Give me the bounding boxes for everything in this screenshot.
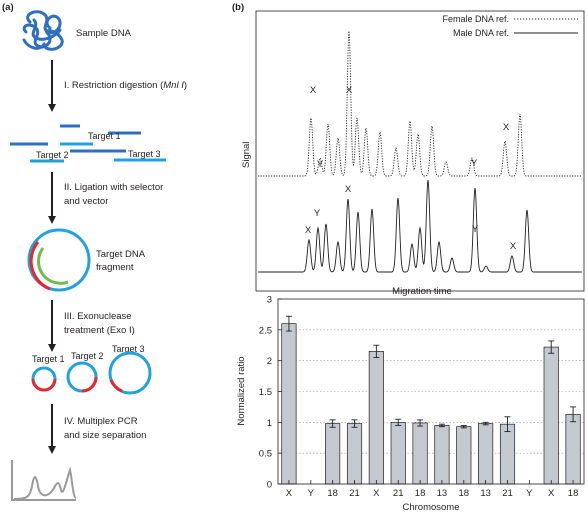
x-tick-label: 18 [568, 488, 579, 499]
female-peak-label: X [310, 85, 317, 96]
bar [565, 413, 581, 485]
step4-label-line2: and size separation [64, 430, 146, 441]
female-peak-label: Y [317, 159, 324, 170]
bar [346, 423, 363, 485]
sample-dna-icon [22, 10, 64, 51]
sample-dna-label: Sample DNA [76, 28, 132, 39]
bars [281, 315, 581, 485]
y-tick-label: 1.5 [259, 387, 272, 398]
bar [390, 421, 406, 485]
male-peak-label: X [510, 241, 517, 252]
bar [412, 422, 428, 485]
x-axis-label: Chromosome [402, 502, 459, 511]
bar [543, 346, 559, 485]
circle-target-2-label: Target 2 [71, 351, 104, 361]
step1-label: I. Restriction digestion (Mnl I) [64, 80, 187, 91]
x-tick-label: 18 [458, 488, 469, 499]
male-peak-label: Y [314, 208, 321, 219]
x-tick-label: 13 [480, 488, 491, 499]
step3-label-line2: treatment (Exo I) [64, 325, 135, 336]
circle-label-line1: Target DNA [96, 249, 146, 260]
y-tick-label: 3 [267, 295, 272, 306]
male-peak-label: Y [472, 224, 479, 235]
panel-b: (b) Signal Female DNA ref. Male DNA ref.… [232, 2, 585, 292]
normalized-ratio-bar-chart: Migration time 0 0.5 1 1.5 2 2.5 3 X Y 18 21 X 21 18… [236, 286, 585, 513]
x-tick-label: Y [308, 488, 315, 499]
y-tick-label: 0.5 [259, 449, 272, 460]
y-gridlines [278, 329, 584, 454]
y-axis-ticks: 0 0.5 1 1.5 2 2.5 3 [259, 295, 282, 491]
signal-axis-label: Signal [241, 142, 252, 168]
x-tick-label: Y [526, 488, 533, 499]
circularized-targets-icon [31, 351, 152, 395]
bar [434, 425, 450, 485]
step2-label-line1: II. Ligation with selector [64, 182, 163, 193]
bar [456, 426, 472, 485]
target-circle-icon [27, 228, 91, 292]
female-peak-label: X [503, 122, 510, 133]
circle-target-3-label: Target 3 [112, 344, 145, 354]
bar [325, 423, 341, 485]
bar [281, 323, 297, 485]
y-tick-label: 0 [267, 480, 272, 491]
panel-a: (a) Sample DNA I. Restriction digestion … [2, 2, 187, 501]
chart-title: Migration time [392, 286, 452, 297]
x-axis-ticks: X Y 18 21 X 21 18 13 18 13 21 Y X 18 [286, 480, 579, 499]
target-2-label: Target 2 [36, 150, 69, 160]
female-peak-label: Y [471, 158, 478, 169]
legend-male-label: Male DNA ref. [453, 28, 509, 38]
circle-target-1-label: Target 1 [32, 354, 65, 364]
dna-fragments [10, 124, 166, 163]
step4-label-line1: IV. Multiplex PCR [64, 416, 138, 427]
bar [499, 423, 516, 485]
x-tick-label: 21 [393, 488, 404, 499]
x-tick-label: 13 [437, 488, 448, 499]
male-peak-label: X [305, 225, 312, 236]
female-reference-trace [258, 30, 582, 177]
electropherogram-frame [255, 10, 585, 292]
x-tick-label: 21 [349, 488, 360, 499]
bar [368, 351, 384, 485]
x-tick-label: X [548, 488, 555, 499]
y-tick-label: 1 [267, 418, 272, 429]
male-reference-trace [258, 179, 582, 273]
chart-frame [277, 298, 585, 485]
x-tick-label: 18 [327, 488, 338, 499]
size-separation-peaks-icon [11, 460, 77, 501]
x-tick-label: 21 [502, 488, 513, 499]
female-peak-label: X [346, 85, 353, 96]
y-tick-label: 2.5 [259, 325, 272, 336]
x-tick-label: X [286, 488, 293, 499]
male-peak-label: X [345, 184, 352, 195]
electropherogram-legend: Female DNA ref. Male DNA ref. [442, 14, 578, 38]
bar [478, 423, 494, 485]
x-tick-label: X [373, 488, 380, 499]
target-3-label: Target 3 [128, 149, 161, 159]
y-axis-label: Normalized ratio [236, 356, 247, 425]
circle-label-line2: fragment [96, 262, 134, 273]
x-tick-label: 18 [415, 488, 426, 499]
panel-b-label: (b) [232, 2, 244, 13]
panel-a-label: (a) [2, 2, 14, 13]
legend-female-label: Female DNA ref. [442, 14, 509, 24]
step3-label-line1: III. Exonuclease [64, 311, 132, 322]
y-tick-label: 2 [267, 356, 272, 367]
target-1-label: Target 1 [88, 131, 121, 141]
step2-label-line2: and vector [64, 196, 108, 207]
